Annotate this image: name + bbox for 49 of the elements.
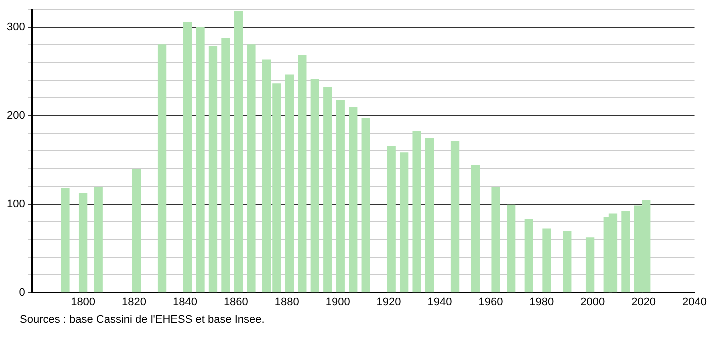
x-tick-label: 2040 bbox=[682, 296, 708, 308]
x-tick-label: 1940 bbox=[428, 296, 452, 308]
bar bbox=[412, 131, 422, 293]
bar bbox=[471, 165, 480, 293]
bar bbox=[94, 187, 103, 293]
x-tick-label: 1980 bbox=[530, 296, 554, 308]
bar bbox=[507, 204, 516, 293]
bar bbox=[387, 146, 396, 293]
bar bbox=[324, 87, 332, 293]
bar bbox=[450, 141, 460, 293]
bar bbox=[362, 118, 370, 293]
y-tick-label: 300 bbox=[6, 21, 26, 34]
x-tick-label: 1960 bbox=[478, 296, 504, 308]
source-note: Sources : base Cassini de l'EHESS et base Insee. bbox=[19, 314, 266, 326]
bar bbox=[183, 22, 192, 293]
bar bbox=[524, 219, 534, 293]
x-tick-label: 1840 bbox=[172, 296, 198, 308]
bar bbox=[298, 55, 307, 293]
bar bbox=[61, 188, 70, 293]
x-tick-label: 2020 bbox=[632, 296, 656, 308]
y-tick-label: 200 bbox=[6, 110, 26, 122]
bar bbox=[247, 44, 256, 293]
bar bbox=[310, 79, 320, 293]
bar bbox=[234, 11, 244, 293]
x-tick-label: 1880 bbox=[274, 296, 300, 308]
bar bbox=[542, 228, 552, 293]
bar bbox=[425, 138, 434, 293]
bar bbox=[132, 169, 142, 293]
bar bbox=[349, 108, 358, 293]
x-tick-label: 2000 bbox=[580, 296, 606, 308]
bar bbox=[196, 26, 205, 293]
bar bbox=[285, 74, 294, 293]
bar bbox=[208, 46, 218, 293]
bar bbox=[222, 38, 230, 293]
bar bbox=[492, 187, 500, 293]
x-tick-label: 1860 bbox=[224, 296, 248, 308]
bar bbox=[158, 44, 167, 293]
bar bbox=[336, 100, 345, 293]
y-tick-label: 0 bbox=[19, 286, 26, 299]
x-tick-label: 1820 bbox=[122, 296, 147, 308]
bar bbox=[563, 231, 572, 293]
y-tick-label: 100 bbox=[6, 198, 26, 210]
bar bbox=[622, 211, 630, 293]
x-tick-label: 1800 bbox=[71, 296, 96, 308]
bar bbox=[400, 152, 409, 293]
bar bbox=[586, 238, 595, 293]
x-tick-label: 1900 bbox=[326, 296, 350, 308]
bar bbox=[78, 193, 88, 293]
x-tick-label: 1920 bbox=[376, 296, 402, 308]
